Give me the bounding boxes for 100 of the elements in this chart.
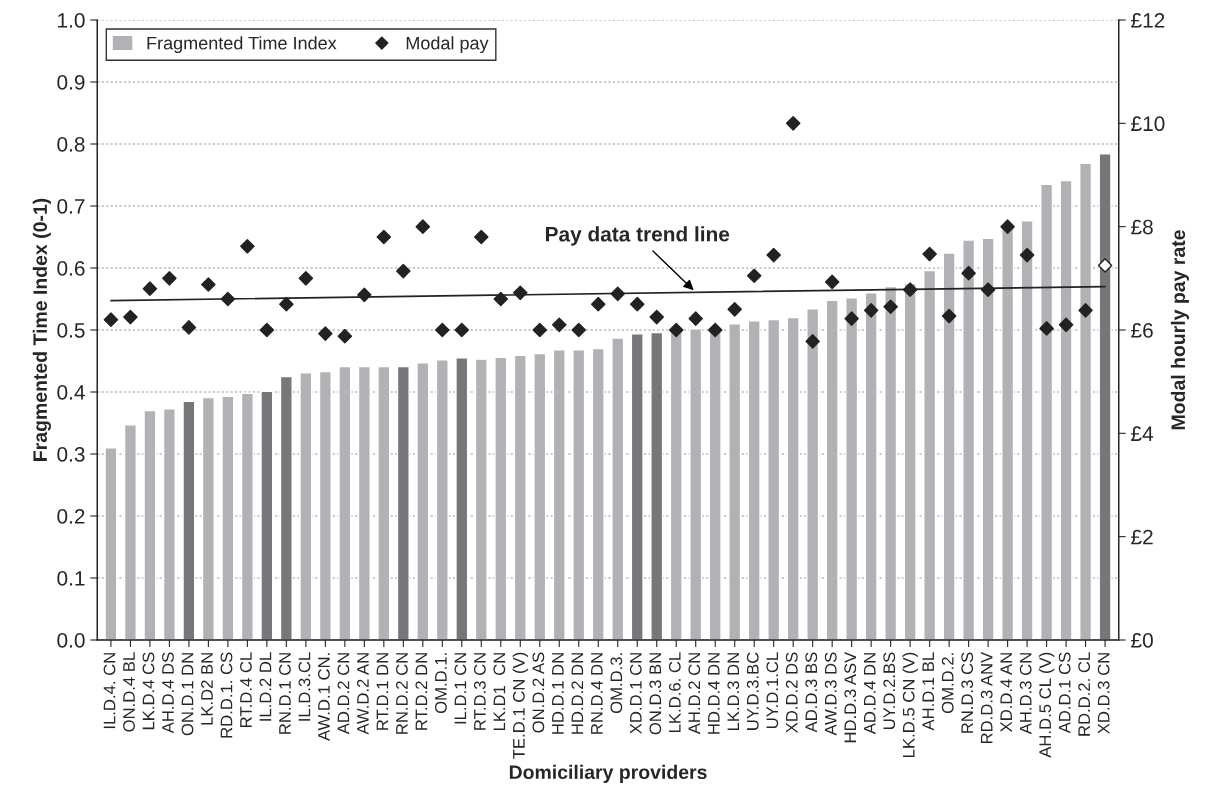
bar — [591, 347, 605, 640]
bar — [279, 375, 293, 640]
x-tick-label: IL.D.2 DL — [259, 652, 272, 721]
y-tick-label: 0.6 — [57, 261, 85, 276]
x-tick-label: XD.D.4 AN — [1000, 653, 1012, 733]
bar — [1098, 153, 1112, 640]
x-tick-label: HD.D.1 DN — [552, 653, 564, 734]
y2-axis-title: Modal hourly pay rate — [1170, 230, 1189, 430]
y2-tick-label: £0 — [1131, 633, 1153, 648]
bar — [455, 357, 469, 640]
bar — [494, 356, 508, 640]
bar — [338, 365, 352, 640]
bar — [396, 365, 410, 640]
y-tick-label: 0.3 — [57, 447, 85, 462]
x-tick-label: AW.D.1 CN. — [318, 653, 330, 741]
bar — [689, 328, 703, 640]
bar — [104, 447, 118, 640]
x-tick-label: RN.D.4 DN — [591, 653, 603, 734]
bar — [1059, 179, 1073, 640]
bar — [1001, 227, 1015, 640]
x-tick-label: XD.D.2 DS — [785, 652, 798, 733]
legend-label: Fragmented Time Index — [147, 36, 337, 54]
bar — [182, 400, 196, 640]
x-tick-label: AH.D.1 BL — [922, 652, 934, 731]
x-tick-label: UY.D.1.CL — [766, 652, 779, 729]
bar — [825, 299, 839, 640]
y-tick-label: 0.2 — [57, 509, 85, 524]
x-tick-label: RD.D.3 ANV — [980, 651, 993, 744]
legend-label: Modal pay — [406, 36, 489, 54]
bar — [630, 333, 644, 640]
x-tick-label: UY.D.3.BC — [746, 652, 759, 730]
x-tick-label: IL.D.3.CL — [298, 652, 311, 721]
x-tick-label: AH.D.2 CN — [688, 653, 701, 735]
x-tick-label: RT.D.4 CL — [240, 652, 252, 728]
bar — [981, 237, 995, 640]
x-tick-label: ON.D.4 BL — [123, 652, 135, 732]
x-tick-label: ON.D.2 AS — [532, 652, 545, 733]
bar — [162, 408, 176, 640]
x-tick-label: ON.D.1 DN — [181, 653, 194, 736]
x-tick-label: HD.D.2 DN — [571, 653, 584, 734]
x-tick-label: AW.D.3 DS — [824, 652, 837, 736]
bar — [260, 390, 274, 640]
x-tick-label: LK.D2 BN — [201, 653, 213, 725]
x-tick-label: RN.D.3 CS — [961, 652, 974, 733]
bar — [747, 320, 761, 640]
bar — [708, 326, 722, 640]
bar — [611, 337, 625, 640]
x-axis-title: Domiciliary providers — [509, 764, 707, 783]
bar — [552, 349, 566, 640]
x-tick-label: LK.D.4 CS — [142, 652, 155, 730]
y2-tick-label: £12 — [1131, 13, 1165, 28]
bar — [533, 352, 547, 640]
x-tick-label: RD.D.2. CL — [1078, 652, 1091, 736]
x-tick-label: AH.D.3 CN — [1019, 653, 1032, 735]
x-tick-label: AH.D.4 DS — [162, 652, 174, 734]
y-tick-label: 0.8 — [57, 137, 85, 152]
x-tick-label: RT.D.3 CN — [473, 653, 486, 730]
x-tick-label: OM.D.2. — [941, 653, 954, 714]
bar — [474, 358, 488, 640]
y-tick-label: 0.4 — [57, 385, 85, 400]
bar — [650, 331, 664, 640]
bar — [962, 239, 976, 640]
x-tick-label: AH.D.5 CL (V) — [1038, 652, 1055, 758]
y2-tick-label: £10 — [1131, 116, 1165, 132]
bar — [669, 329, 683, 640]
bar — [728, 323, 742, 640]
bar — [1040, 183, 1054, 640]
x-tick-label: AW.D.2 AN — [357, 653, 369, 735]
bar — [845, 297, 859, 640]
bar — [786, 316, 800, 640]
bar — [123, 424, 137, 640]
bar — [1020, 220, 1034, 640]
bar — [572, 349, 586, 640]
bar — [357, 365, 371, 640]
x-tick-label: RN.D.2 CN — [395, 653, 408, 734]
bar — [299, 372, 313, 640]
bar — [864, 292, 878, 640]
bar — [806, 308, 820, 640]
x-tick-label: TE.D.1 CN (V) — [512, 652, 529, 759]
x-tick-label: AD.D.2 CN — [337, 653, 350, 735]
bar — [923, 269, 937, 640]
x-tick-label: AD.D.4 DN — [864, 653, 876, 735]
x-tick-label: XD.D.1 CN — [629, 653, 642, 734]
bar — [1079, 162, 1093, 640]
y-tick-label: 0.1 — [57, 571, 85, 586]
annotation: Pay data trend line — [546, 226, 730, 246]
x-tick-label: IL.D.4. CN — [103, 653, 116, 729]
x-tick-label: LK.D.6. CL — [668, 652, 681, 732]
y-tick-label: 0.0 — [57, 633, 85, 648]
bar — [318, 370, 332, 640]
bar — [221, 395, 235, 640]
y-tick-label: 0.9 — [57, 75, 85, 90]
x-tick-label: AD.D.1 CS — [1058, 652, 1071, 734]
x-tick-label: RT.D.1 DN — [376, 653, 389, 730]
y2-tick-label: £8 — [1131, 219, 1153, 235]
bar — [240, 392, 254, 640]
x-tick-label: LK.D1 CN — [493, 653, 506, 731]
y-tick-label: 0.5 — [57, 323, 85, 338]
bar — [884, 285, 898, 640]
x-tick-label: LK.D.5 CN (V) — [902, 652, 918, 757]
